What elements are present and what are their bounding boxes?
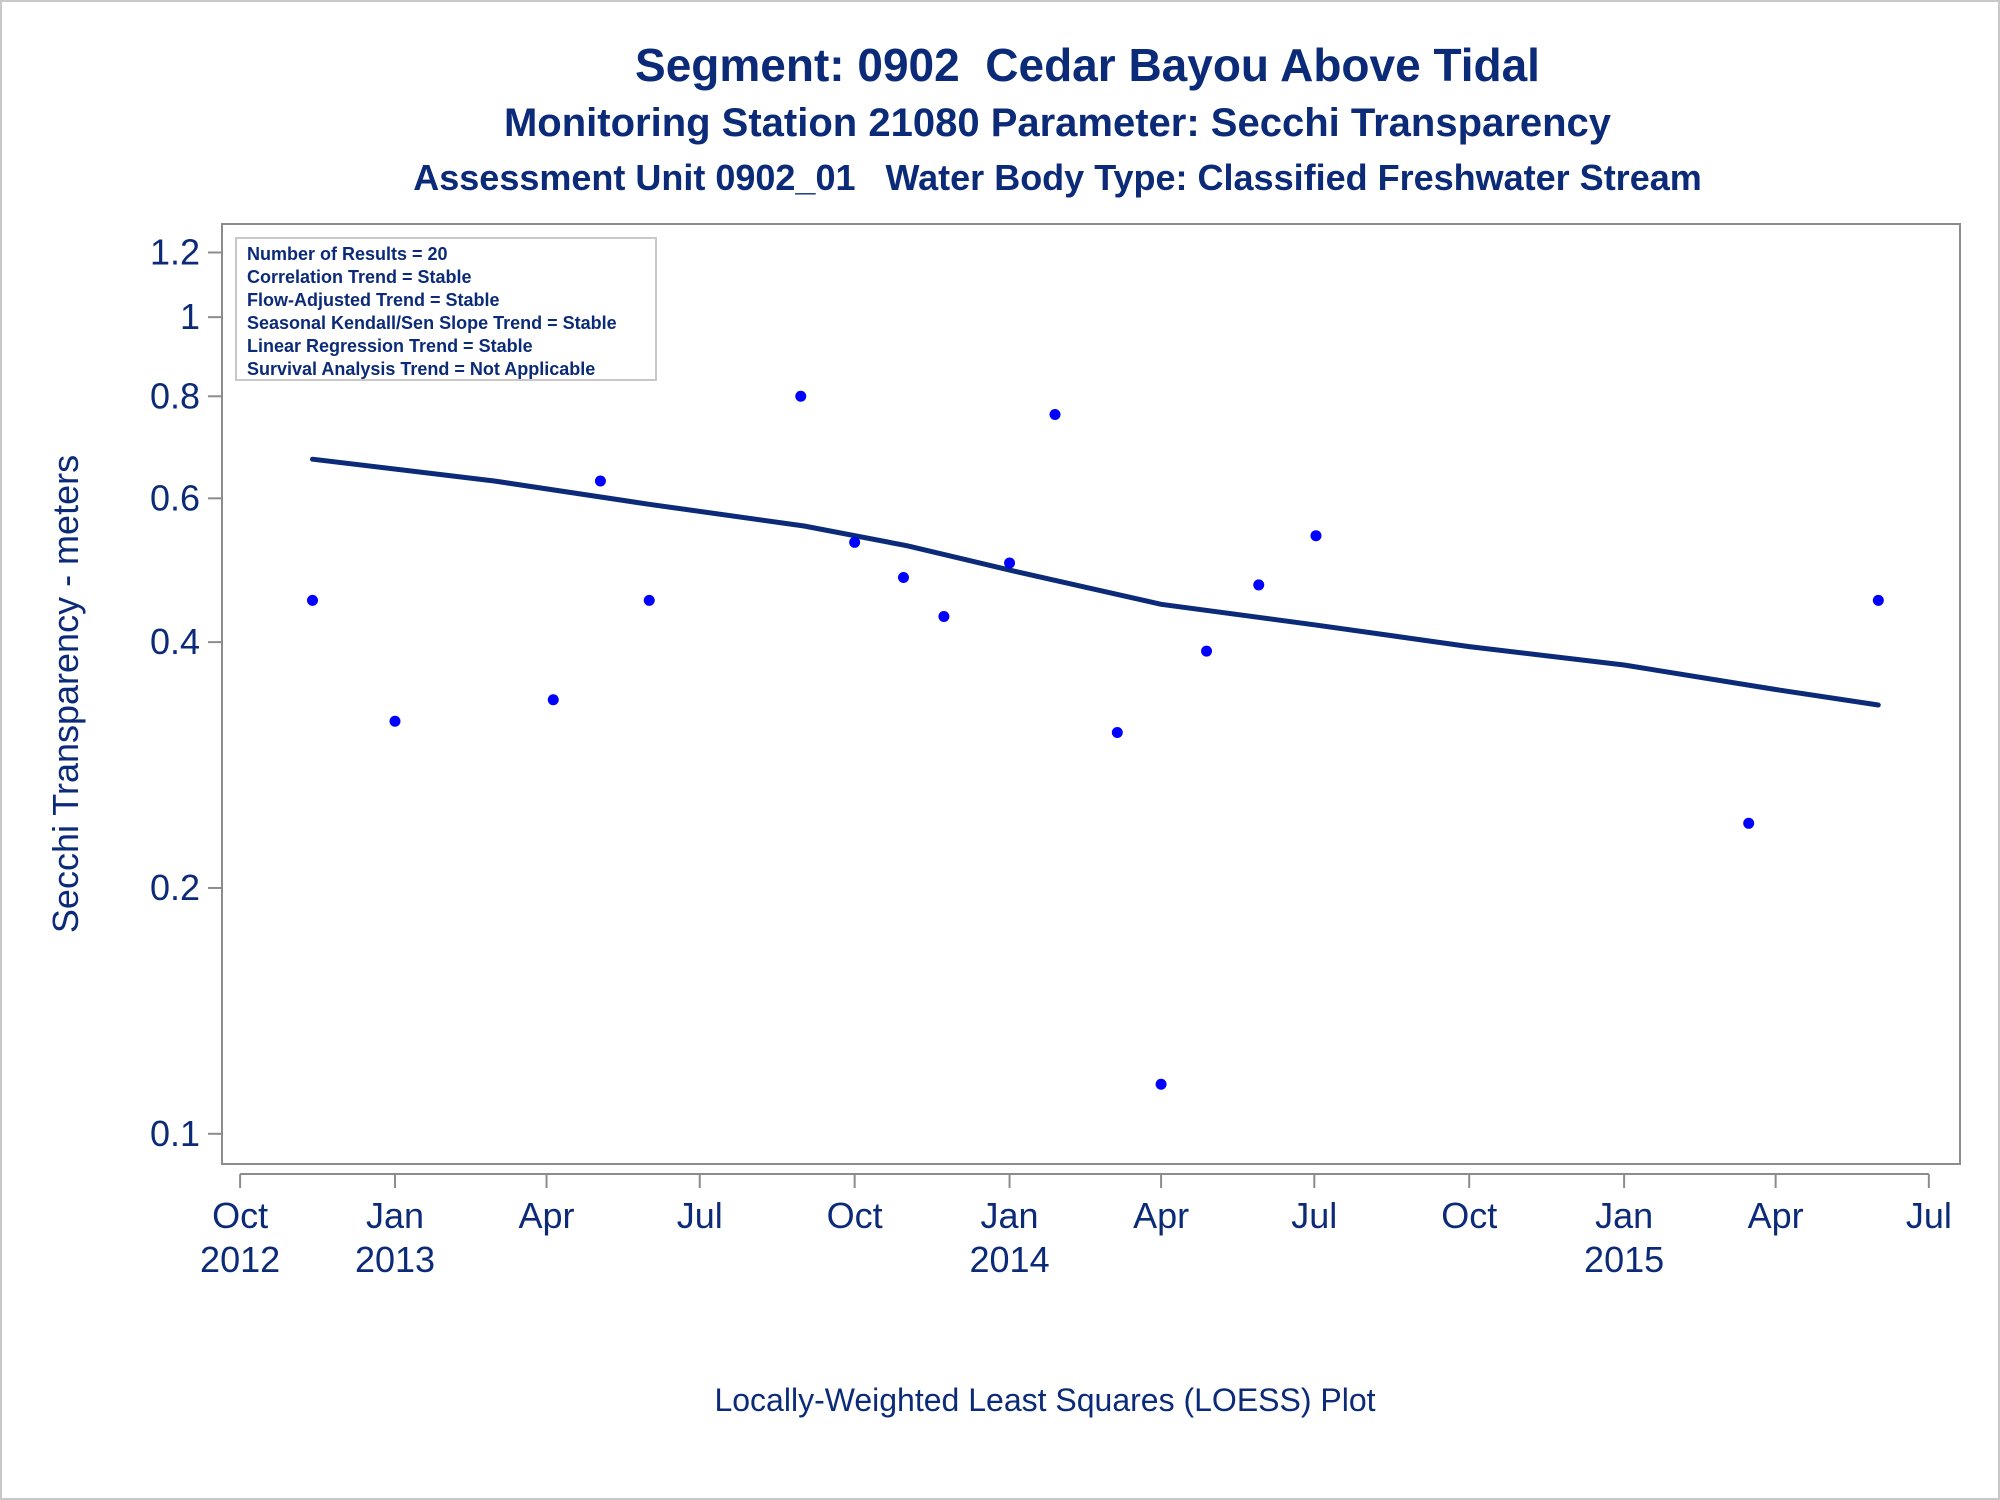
stats-legend-box: Number of Results = 20 Correlation Trend … <box>235 237 657 381</box>
x-tick-label: Apr <box>1133 1195 1189 1236</box>
y-tick-label: 0.8 <box>150 375 200 416</box>
data-point <box>1310 530 1322 542</box>
y-tick-label: 0.1 <box>150 1113 200 1154</box>
data-point <box>643 594 655 606</box>
y-axis-label: Secchi Transparency - meters <box>45 455 86 933</box>
stats-box-border <box>235 237 657 381</box>
stats-line: Flow-Adjusted Trend = Stable <box>247 290 500 310</box>
x-tick-label: Oct <box>827 1195 883 1236</box>
x-tick-label: Jul <box>1906 1195 1952 1236</box>
data-point <box>1201 645 1213 657</box>
footnote: Locally-Weighted Least Squares (LOESS) P… <box>714 1382 1376 1418</box>
x-tick-year-label: 2013 <box>355 1239 435 1280</box>
loess-curve-layer <box>310 456 1881 708</box>
x-tick-label: Jan <box>366 1195 424 1236</box>
y-tick-label: 0.6 <box>150 477 200 518</box>
data-point <box>1049 408 1061 420</box>
y-axis: 0.1 0.2 0.4 0.6 0.8 1 1.2 <box>150 231 222 1154</box>
data-point <box>389 715 401 727</box>
y-tick-label: 1 <box>180 296 200 337</box>
x-tick-year-label: 2014 <box>970 1239 1050 1280</box>
data-point <box>1743 817 1755 829</box>
x-tick-label: Jul <box>677 1195 723 1236</box>
data-point <box>938 610 950 622</box>
data-point <box>1872 594 1884 606</box>
x-tick-label: Jul <box>1291 1195 1337 1236</box>
stats-line: Number of Results = 20 <box>247 244 448 264</box>
x-tick-year-label: 2012 <box>200 1239 280 1280</box>
stats-line: Linear Regression Trend = Stable <box>247 336 533 356</box>
stats-line: Correlation Trend = Stable <box>247 267 472 287</box>
chart-subtitle-station: Monitoring Station 21080 Parameter: Secc… <box>503 101 1612 145</box>
plot-area <box>221 223 1961 1165</box>
data-point <box>307 594 319 606</box>
data-point <box>1004 557 1016 569</box>
data-point <box>547 694 559 706</box>
x-tick-label: Oct <box>212 1195 268 1236</box>
y-tick-label: 0.4 <box>150 621 200 662</box>
x-tick-label: Jan <box>1595 1195 1653 1236</box>
data-point <box>849 536 861 548</box>
x-tick-year-label: 2015 <box>1584 1239 1664 1280</box>
loess-trend-line <box>310 456 1881 708</box>
x-tick-label: Oct <box>1441 1195 1497 1236</box>
chart-title: Segment: 0902 Cedar Bayou Above Tidal <box>635 39 1540 91</box>
data-point <box>1253 579 1265 591</box>
y-tick-label: 0.2 <box>150 867 200 908</box>
y-tick-label: 1.2 <box>150 231 200 272</box>
x-tick-label: Jan <box>981 1195 1039 1236</box>
data-point <box>1111 727 1123 739</box>
x-tick-label: Apr <box>519 1195 575 1236</box>
chart-subtitle-assessment: Assessment Unit 0902_01 Water Body Type:… <box>413 157 1702 198</box>
stats-line: Seasonal Kendall/Sen Slope Trend = Stabl… <box>247 313 617 333</box>
x-tick-label: Apr <box>1748 1195 1804 1236</box>
data-point <box>897 571 909 583</box>
data-point <box>594 475 606 487</box>
stats-line: Survival Analysis Trend = Not Applicable <box>247 359 595 379</box>
data-point <box>1155 1078 1167 1090</box>
data-point <box>795 390 807 402</box>
